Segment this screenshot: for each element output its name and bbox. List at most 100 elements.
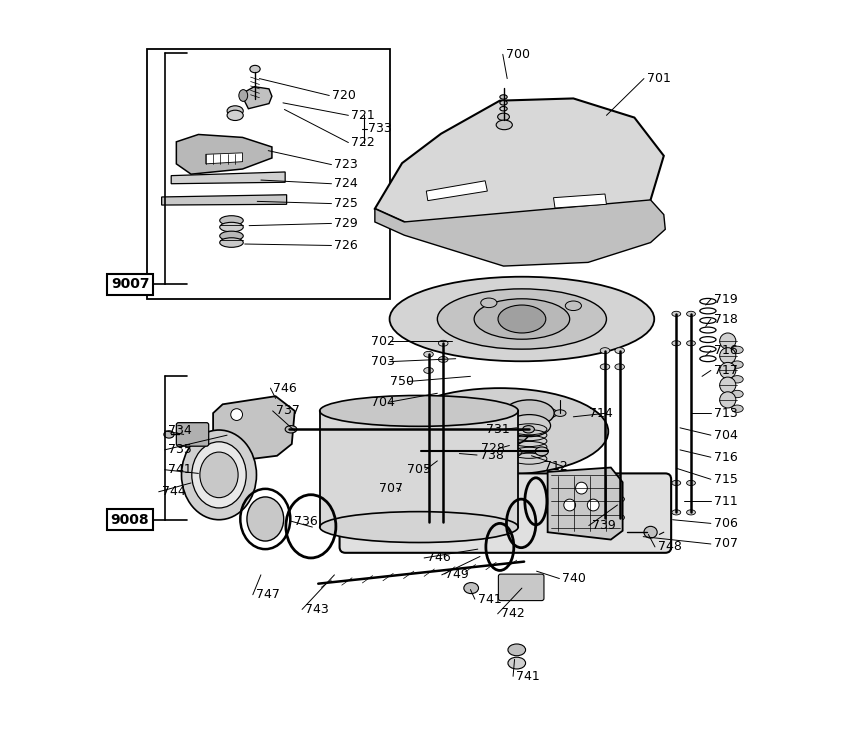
Text: 740: 740 xyxy=(562,572,587,585)
Ellipse shape xyxy=(424,368,433,373)
Ellipse shape xyxy=(381,497,402,525)
Text: 735: 735 xyxy=(168,444,192,456)
Ellipse shape xyxy=(219,231,243,241)
Text: 741: 741 xyxy=(516,670,540,683)
Ellipse shape xyxy=(508,415,550,437)
Text: 706: 706 xyxy=(714,517,738,530)
Text: 707: 707 xyxy=(378,482,402,494)
Ellipse shape xyxy=(230,409,243,421)
Text: 9008: 9008 xyxy=(111,513,150,527)
Ellipse shape xyxy=(587,499,599,511)
Ellipse shape xyxy=(445,411,459,420)
Ellipse shape xyxy=(496,120,513,130)
Ellipse shape xyxy=(320,396,519,427)
Text: 714: 714 xyxy=(589,407,612,420)
Ellipse shape xyxy=(732,361,743,368)
Text: 701: 701 xyxy=(647,72,671,85)
Ellipse shape xyxy=(219,238,243,247)
Text: 715: 715 xyxy=(714,473,738,486)
Ellipse shape xyxy=(720,377,736,393)
Ellipse shape xyxy=(543,409,557,418)
Text: 717: 717 xyxy=(714,364,738,377)
Polygon shape xyxy=(241,86,272,108)
Ellipse shape xyxy=(672,510,681,515)
Ellipse shape xyxy=(672,311,681,317)
Text: 750: 750 xyxy=(390,375,414,388)
Ellipse shape xyxy=(672,341,681,346)
Ellipse shape xyxy=(732,390,743,398)
Text: 729: 729 xyxy=(335,217,358,230)
Polygon shape xyxy=(548,467,623,539)
Ellipse shape xyxy=(720,392,736,408)
Text: 742: 742 xyxy=(501,607,525,621)
Ellipse shape xyxy=(720,362,736,379)
Ellipse shape xyxy=(469,407,531,448)
Ellipse shape xyxy=(523,426,534,433)
Ellipse shape xyxy=(286,426,297,433)
Polygon shape xyxy=(427,181,488,201)
Text: 721: 721 xyxy=(352,108,375,122)
Text: 700: 700 xyxy=(506,48,530,61)
Ellipse shape xyxy=(219,222,243,232)
Text: 724: 724 xyxy=(335,177,358,190)
Text: 720: 720 xyxy=(332,89,356,102)
Polygon shape xyxy=(162,195,286,205)
Text: 722: 722 xyxy=(352,136,375,149)
Ellipse shape xyxy=(390,277,654,362)
Ellipse shape xyxy=(600,496,610,502)
Ellipse shape xyxy=(474,514,511,536)
Polygon shape xyxy=(171,172,286,184)
Ellipse shape xyxy=(498,113,509,120)
Ellipse shape xyxy=(227,110,243,120)
Text: 748: 748 xyxy=(658,540,682,554)
Ellipse shape xyxy=(508,644,525,656)
Text: 746: 746 xyxy=(273,382,298,395)
FancyBboxPatch shape xyxy=(499,574,544,601)
Text: 741: 741 xyxy=(168,463,191,476)
Ellipse shape xyxy=(439,340,448,346)
Ellipse shape xyxy=(504,400,554,427)
Text: 705: 705 xyxy=(407,463,431,476)
Text: 9007: 9007 xyxy=(111,277,150,292)
Ellipse shape xyxy=(720,333,736,349)
Ellipse shape xyxy=(615,364,624,370)
Text: 716: 716 xyxy=(714,344,738,357)
FancyBboxPatch shape xyxy=(176,423,209,446)
Polygon shape xyxy=(375,98,664,255)
Ellipse shape xyxy=(615,348,624,354)
Ellipse shape xyxy=(439,356,448,362)
Text: 711: 711 xyxy=(714,495,738,508)
Text: 734: 734 xyxy=(168,424,191,437)
Text: 719: 719 xyxy=(714,293,738,306)
Ellipse shape xyxy=(427,433,441,442)
Text: 723: 723 xyxy=(335,158,358,171)
Polygon shape xyxy=(375,200,666,266)
Ellipse shape xyxy=(500,100,507,105)
Polygon shape xyxy=(554,194,606,208)
Text: 718: 718 xyxy=(714,312,738,325)
Ellipse shape xyxy=(424,500,433,506)
Ellipse shape xyxy=(474,299,569,339)
Ellipse shape xyxy=(605,491,616,503)
Ellipse shape xyxy=(439,500,448,506)
Ellipse shape xyxy=(250,66,261,73)
FancyBboxPatch shape xyxy=(340,473,671,553)
Text: 702: 702 xyxy=(372,334,395,348)
Ellipse shape xyxy=(500,106,507,111)
Text: 733: 733 xyxy=(367,122,391,135)
Text: 738: 738 xyxy=(480,449,504,461)
Ellipse shape xyxy=(219,215,243,225)
Ellipse shape xyxy=(181,430,256,520)
Text: 737: 737 xyxy=(275,404,299,418)
Ellipse shape xyxy=(464,582,478,593)
Ellipse shape xyxy=(686,480,696,486)
Ellipse shape xyxy=(535,447,549,456)
Ellipse shape xyxy=(575,482,587,494)
Ellipse shape xyxy=(605,517,616,529)
Ellipse shape xyxy=(391,388,608,475)
Text: 736: 736 xyxy=(294,514,317,528)
Ellipse shape xyxy=(686,311,696,317)
Ellipse shape xyxy=(480,414,520,442)
Text: 712: 712 xyxy=(544,460,568,472)
Ellipse shape xyxy=(230,438,243,450)
